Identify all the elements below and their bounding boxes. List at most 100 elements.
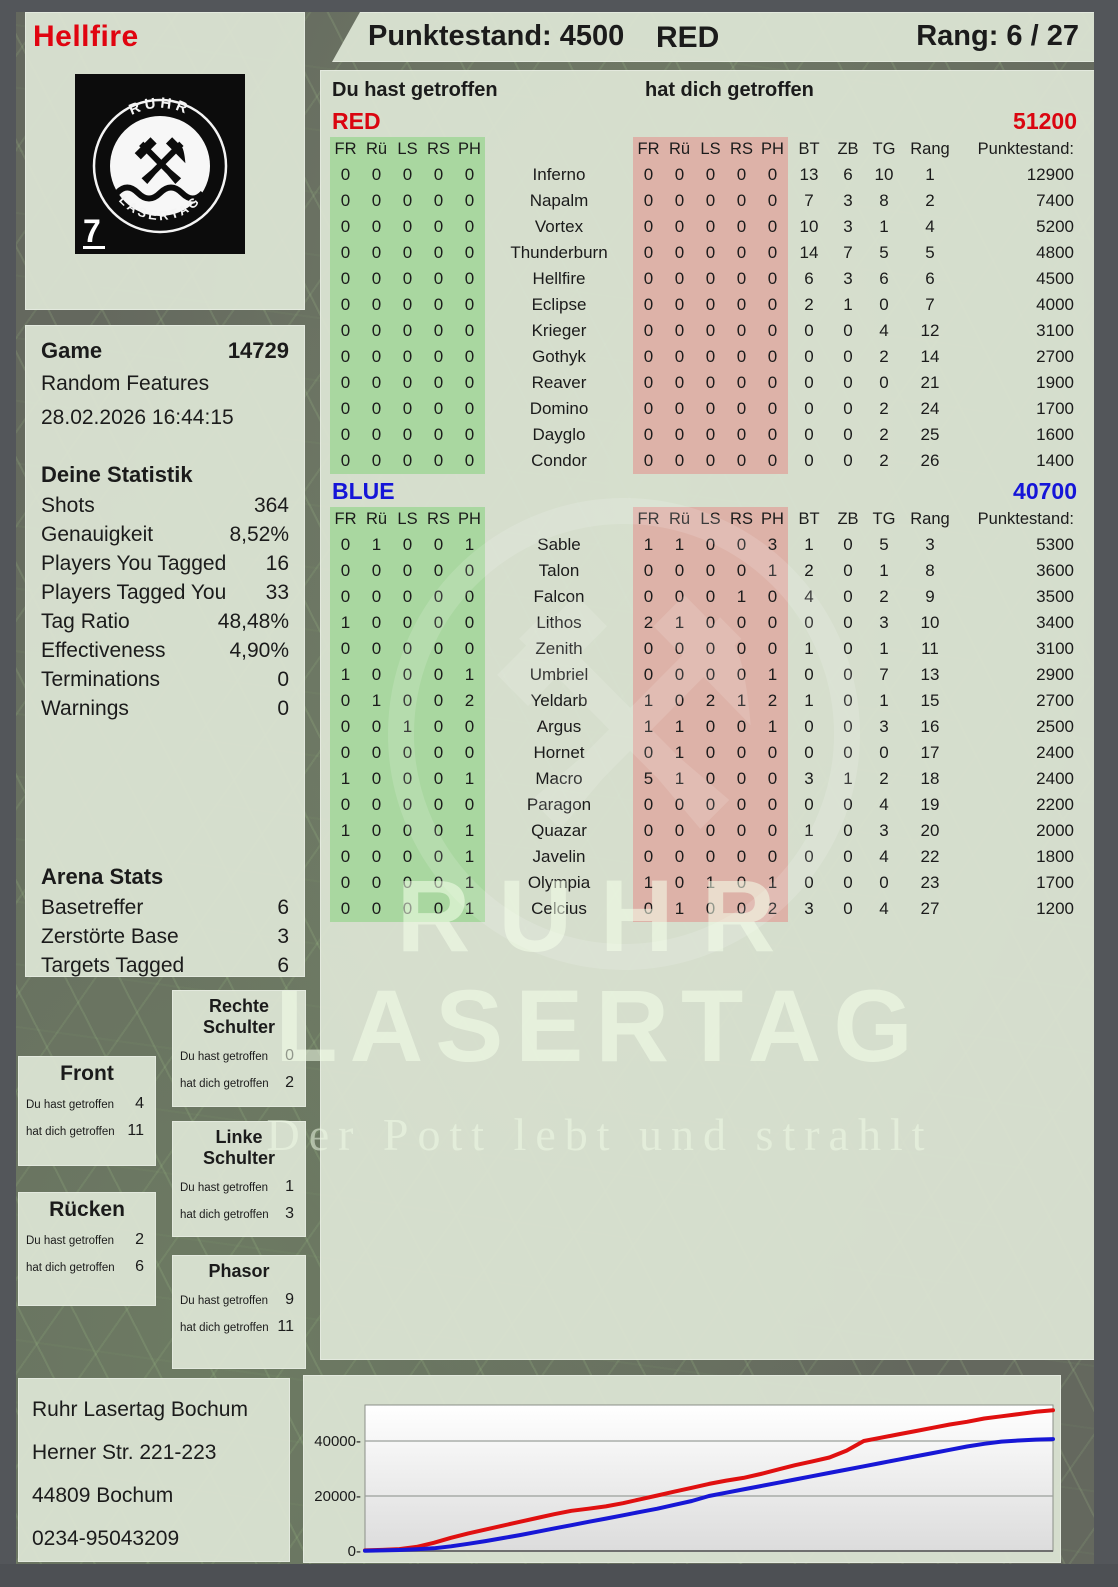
stat-row: Tag Ratio 48,48% (41, 607, 289, 636)
score-chart: 0- 20000- 40000- (314, 1404, 1055, 1560)
zone-hit-cell: 0 (454, 344, 485, 370)
zone-row: hat dich getroffen 2 (180, 1074, 298, 1092)
ruhr-lasertag-logo-icon: ⚒ RUHR LASERTAG 7 (75, 74, 245, 254)
zone-hit-cell: 1 (330, 766, 361, 792)
stat-cell: 0 (804, 847, 814, 866)
stat-cell: 1 (804, 535, 814, 554)
column-header: ZB (837, 510, 859, 528)
stat-cell: 14 (799, 243, 819, 262)
zone-hit-cell: 0 (423, 818, 454, 844)
score-cell: 5300 (1036, 535, 1074, 554)
player-row: 0 0 0 0 0 Inferno 0 0 0 0 0 13 6 10 1 12900 (330, 162, 1077, 188)
game-label: Game (41, 338, 103, 363)
stat-cell: 13 (920, 665, 940, 684)
zone-hit-cell: 1 (454, 532, 485, 558)
zone-hit-cell: 0 (757, 396, 788, 422)
score-cell: 2500 (1036, 717, 1074, 736)
stat-cell: 4 (879, 321, 889, 340)
your-stats-title: Deine Statistik (41, 462, 193, 487)
zone-hit-cell: 0 (392, 896, 423, 922)
stat-cell: 4 (925, 217, 935, 236)
zone-hit-cell: 0 (392, 266, 423, 292)
zone-hit-cell: 0 (633, 162, 664, 188)
zone-hit-cell: 0 (664, 292, 695, 318)
zone-hit-cell: 0 (330, 240, 361, 266)
zone-hit-cell: 0 (423, 188, 454, 214)
column-header: LS (695, 507, 726, 532)
zone-hit-cell: 0 (757, 422, 788, 448)
zone-hit-cell: 1 (633, 688, 664, 714)
stat-cell: 0 (843, 399, 853, 418)
zone-hit-cell: 0 (454, 318, 485, 344)
player-row: 0 0 0 0 0 Talon 0 0 0 0 1 2 0 1 8 3600 (330, 558, 1077, 584)
zone-hit-cell: 5 (633, 766, 664, 792)
player-row: 1 0 0 0 1 Macro 5 1 0 0 0 3 1 2 18 2400 (330, 766, 1077, 792)
stat-cell: 12 (920, 321, 940, 340)
player-name-cell: Zenith (535, 639, 583, 658)
player-name-cell: Lithos (536, 613, 582, 632)
zone-hit-cell: 0 (664, 396, 695, 422)
score-cell: 1900 (1036, 373, 1074, 392)
zone-hit-cell: 0 (664, 318, 695, 344)
zone-hit-cell: 0 (695, 610, 726, 636)
column-header: Rang (910, 510, 950, 528)
stat-cell: 4 (879, 795, 889, 814)
zone-hit-cell: 0 (361, 344, 392, 370)
player-name-cell: Quazar (531, 821, 587, 840)
zone-hit-cell: 0 (454, 370, 485, 396)
zone-hit-cell: 0 (695, 344, 726, 370)
column-header: Rü (664, 507, 695, 532)
zone-hit-cell: 0 (633, 318, 664, 344)
score-cell: 2200 (1036, 795, 1074, 814)
zone-hit-cell: 1 (361, 688, 392, 714)
stat-cell: 0 (843, 639, 853, 658)
stat-row: Basetreffer 6 (41, 893, 289, 922)
player-row: 0 0 0 0 0 Vortex 0 0 0 0 0 10 3 1 4 5200 (330, 214, 1077, 240)
zone-hit-cell: 1 (330, 818, 361, 844)
zone-hit-cell: 0 (726, 636, 757, 662)
zone-hit-cell: 0 (664, 422, 695, 448)
zone-hit-cell: 0 (726, 532, 757, 558)
zone-hit-cell: 0 (330, 844, 361, 870)
stat-cell: 0 (804, 665, 814, 684)
player-name-cell: Umbriel (529, 665, 589, 684)
stat-cell: 1 (804, 821, 814, 840)
zone-value: 11 (277, 1318, 294, 1335)
zone-hit-cell: 0 (633, 214, 664, 240)
stat-cell: 2 (804, 561, 814, 580)
zone-hit-cell: 0 (454, 162, 485, 188)
score-cell: 3600 (1036, 561, 1074, 580)
zone-hit-cell: 0 (633, 422, 664, 448)
zone-row: Du hast getroffen 9 (180, 1291, 298, 1309)
stat-row: Genauigkeit 8,52% (41, 520, 289, 549)
stat-value: 364 (253, 494, 289, 517)
zone-value: 1 (285, 1178, 294, 1195)
zone-hit-cell: 0 (695, 292, 726, 318)
zone-hit-cell: 0 (423, 610, 454, 636)
y-axis-tick-label: 20000- (314, 1488, 361, 1505)
zone-hit-cell: 0 (454, 448, 485, 474)
stat-cell: 7 (879, 665, 889, 684)
zone-hit-cell: 0 (633, 240, 664, 266)
score-cell: 2900 (1036, 665, 1074, 684)
zone-hit-cell: 0 (695, 844, 726, 870)
zone-hit-cell: 0 (664, 688, 695, 714)
player-name-cell: Vortex (534, 217, 584, 236)
player-panel: Hellfire ⚒ RUHR LASERTAG 7 (25, 12, 305, 310)
zone-hit-cell: 0 (757, 766, 788, 792)
zone-hit-cell: 1 (664, 610, 695, 636)
zone-hit-cell: 0 (726, 370, 757, 396)
stat-cell: 3 (879, 821, 889, 840)
player-row: 0 0 0 0 0 Dayglo 0 0 0 0 0 0 0 2 25 1600 (330, 422, 1077, 448)
game-mode: Random Features (41, 372, 210, 395)
stat-cell: 0 (879, 873, 889, 892)
zone-hit-cell: 0 (361, 396, 392, 422)
player-name-cell: Dayglo (532, 425, 586, 444)
y-axis-tick-label: 0- (348, 1543, 361, 1560)
zone-hit-cell: 0 (361, 870, 392, 896)
stat-cell: 5 (879, 535, 889, 554)
zone-row-label: hat dich getroffen (180, 1209, 269, 1221)
zone-hit-cell: 0 (695, 792, 726, 818)
zone-hit-cell: 0 (726, 610, 757, 636)
stat-cell: 3 (843, 217, 853, 236)
